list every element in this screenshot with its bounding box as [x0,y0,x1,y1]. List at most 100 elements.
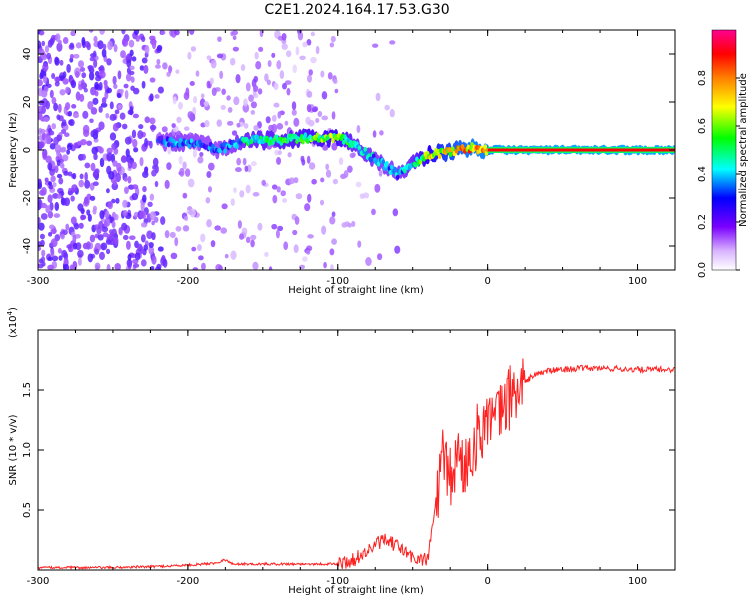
noise-cell [49,168,55,177]
noise-cell [40,239,45,247]
noise-cell [156,58,161,65]
noise-cell [40,202,47,209]
noise-cell [100,102,108,108]
noise-cell [191,246,197,252]
noise-cell [106,58,112,66]
noise-cell [245,236,251,244]
noise-cell [84,172,88,182]
noise-cell [248,94,254,103]
noise-cell [63,197,71,207]
ridge-cell [331,137,335,144]
noise-cell [130,76,135,83]
noise-cell [41,98,49,108]
noise-cell [72,234,77,244]
noise-cell [38,30,41,35]
noise-cell [121,155,126,162]
noise-cell [207,186,212,193]
noise-cell [243,123,249,129]
noise-cell [295,46,300,56]
noise-cell [157,246,164,252]
noise-cell [236,157,242,166]
noise-cell [63,170,69,176]
noise-cell [210,240,216,248]
noise-cell [286,87,291,96]
noise-cell [284,80,292,85]
noise-cell [43,85,49,93]
noise-cell [144,44,150,54]
noise-cell [80,153,86,161]
noise-cell [329,42,335,48]
noise-cell [308,69,313,76]
noise-cell [62,229,68,236]
noise-cell [264,251,269,257]
noise-cell [148,246,155,255]
noise-cell [60,162,65,169]
noise-cell [57,103,62,113]
noise-cell [282,198,288,203]
noise-cell [99,210,105,220]
noise-cell [128,70,135,76]
noise-cell [66,143,73,151]
noise-cell [288,177,295,185]
ridge-cell [371,153,376,159]
noise-cell [293,177,299,184]
noise-cell [152,157,159,167]
noise-cell [84,196,89,205]
noise-cell [198,255,204,261]
noise-cell [148,242,154,248]
noise-cell [310,31,315,37]
noise-cell [122,209,128,217]
spectrogram-noise [38,30,401,270]
noise-cell [104,217,111,227]
ridge-cell [448,151,453,158]
noise-cell [53,102,59,112]
noise-cell [84,179,91,189]
noise-cell [120,50,126,59]
noise-cell [206,170,212,179]
noise-cell [38,105,43,112]
noise-cell [128,235,136,240]
noise-cell [126,59,132,68]
noise-cell [329,248,335,256]
noise-cell [231,30,239,36]
noise-cell [302,41,308,48]
noise-cell [127,260,132,270]
noise-cell [271,223,278,230]
noise-cell [268,124,274,132]
noise-cell [94,130,99,136]
noise-cell [130,85,136,91]
noise-cell [133,211,139,218]
noise-cell [143,244,149,251]
y-tick-label: 20 [22,96,33,109]
noise-cell [287,152,292,158]
noise-cell [50,238,58,248]
noise-cell [116,92,122,98]
noise-cell [66,63,71,73]
noise-cell [99,157,105,168]
noise-cell [112,160,118,167]
noise-cell [94,90,99,97]
noise-cell [306,155,311,164]
noise-cell [295,193,303,200]
noise-cell [97,40,104,50]
noise-cell [49,143,56,150]
noise-cell [38,49,43,55]
noise-cell [80,214,86,221]
noise-cell [277,150,282,155]
noise-cell [164,230,170,239]
ridge-cell [451,146,455,152]
figure-title: C2E1.2024.164.17.53.G30 [264,2,449,18]
colorbar-tick-label: 0.8 [697,70,708,86]
spectrogram-x-label: Height of straight line (km) [288,285,424,296]
noise-cell [375,92,381,102]
noise-cell [44,45,50,53]
noise-cell [83,129,90,138]
noise-cell [90,107,98,115]
colorbar-ticks: 0.0 0.2 0.4 0.6 0.8 [697,70,740,278]
noise-cell [65,102,71,111]
noise-cell [128,39,135,48]
noise-cell [92,181,99,186]
noise-cell [40,90,48,98]
noise-cell [323,261,327,269]
noise-cell [189,80,195,86]
